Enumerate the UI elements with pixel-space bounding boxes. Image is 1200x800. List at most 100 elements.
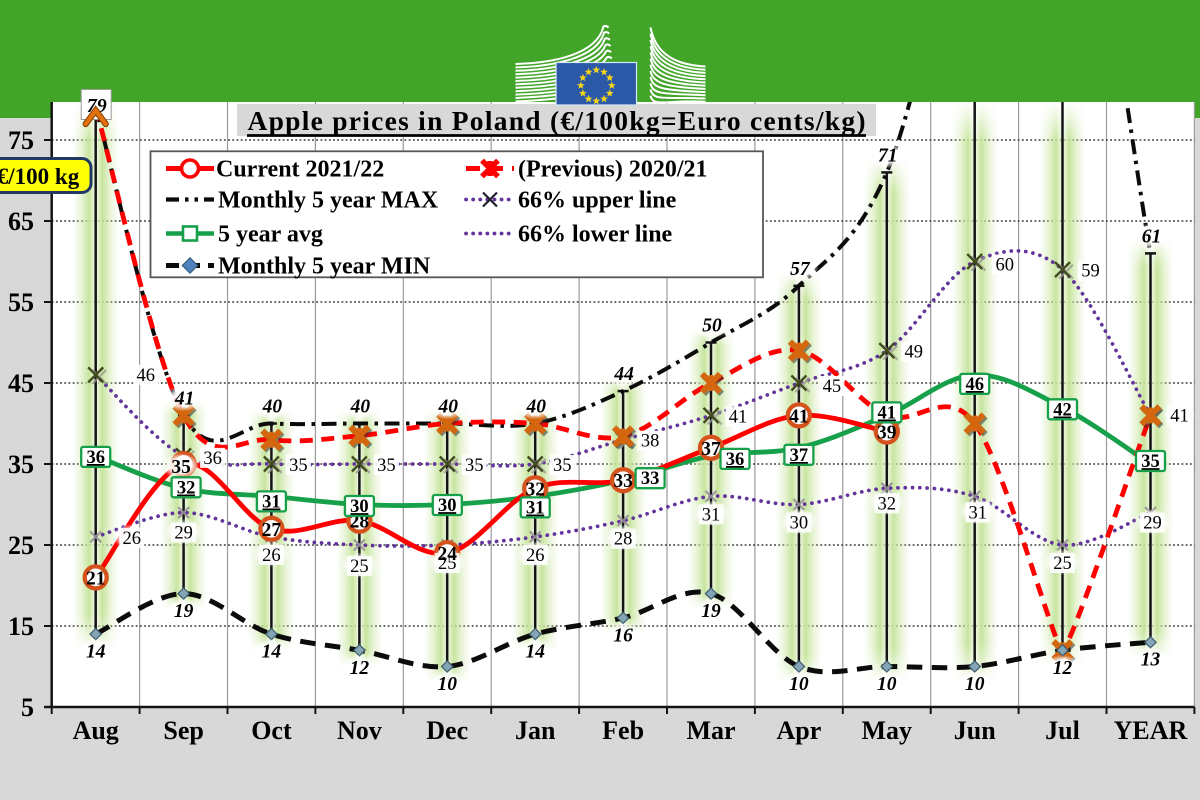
svg-text:Mar: Mar	[686, 716, 735, 745]
svg-text:25: 25	[438, 554, 457, 574]
svg-text:14: 14	[525, 642, 545, 663]
svg-text:10: 10	[789, 674, 809, 695]
svg-text:32: 32	[878, 494, 897, 514]
svg-text:5: 5	[21, 693, 34, 722]
svg-text:Monthly 5 year MIN: Monthly 5 year MIN	[218, 254, 431, 280]
svg-text:46: 46	[965, 375, 984, 395]
svg-text:14: 14	[262, 642, 282, 663]
svg-text:41: 41	[729, 407, 748, 427]
svg-text:Sep: Sep	[163, 716, 203, 745]
svg-text:5 year avg: 5 year avg	[218, 222, 323, 248]
svg-text:Jan: Jan	[515, 716, 556, 745]
svg-text:59: 59	[1081, 262, 1100, 282]
svg-text:30: 30	[350, 497, 369, 517]
svg-text:YEAR: YEAR	[1114, 716, 1188, 745]
svg-text:25: 25	[8, 531, 34, 560]
svg-text:10: 10	[877, 674, 897, 695]
svg-text:29: 29	[174, 524, 193, 544]
svg-text:35: 35	[1141, 452, 1160, 472]
svg-text:12: 12	[1053, 658, 1073, 679]
svg-text:49: 49	[905, 343, 924, 363]
svg-text:Feb: Feb	[602, 716, 644, 745]
svg-text:31: 31	[526, 498, 545, 518]
svg-text:41: 41	[878, 403, 897, 423]
svg-text:31: 31	[968, 503, 987, 523]
svg-text:39: 39	[877, 423, 897, 444]
svg-text:Current 2021/22: Current 2021/22	[216, 157, 384, 183]
svg-text:66% upper line: 66% upper line	[518, 188, 677, 214]
svg-text:31: 31	[702, 505, 721, 525]
svg-text:75: 75	[8, 126, 34, 155]
svg-text:19: 19	[174, 601, 194, 622]
svg-text:26: 26	[262, 546, 281, 566]
svg-text:32: 32	[177, 478, 196, 498]
svg-text:31: 31	[262, 492, 281, 512]
svg-text:35: 35	[553, 456, 572, 476]
svg-text:36: 36	[86, 448, 105, 468]
svg-text:Nov: Nov	[337, 716, 382, 745]
svg-text:Jul: Jul	[1045, 716, 1080, 745]
svg-text:30: 30	[790, 514, 809, 534]
svg-text:35: 35	[465, 456, 484, 476]
svg-text:41: 41	[174, 388, 195, 409]
svg-text:14: 14	[86, 642, 106, 663]
svg-text:24: 24	[437, 544, 457, 565]
svg-text:41: 41	[789, 406, 809, 427]
svg-text:27: 27	[262, 520, 282, 541]
svg-text:36: 36	[203, 449, 222, 469]
svg-text:40: 40	[350, 397, 371, 418]
svg-text:61: 61	[1142, 226, 1162, 247]
svg-text:25: 25	[1053, 554, 1072, 574]
svg-text:60: 60	[995, 256, 1014, 276]
svg-text:(Previous) 2020/21: (Previous) 2020/21	[518, 157, 708, 183]
svg-text:35: 35	[377, 456, 396, 476]
svg-text:71: 71	[878, 145, 898, 166]
svg-text:46: 46	[136, 366, 155, 386]
svg-text:15: 15	[8, 612, 34, 641]
svg-text:30: 30	[438, 496, 457, 516]
svg-text:10: 10	[437, 674, 457, 695]
svg-text:57: 57	[790, 259, 811, 280]
svg-text:37: 37	[701, 439, 721, 460]
svg-text:21: 21	[86, 568, 106, 589]
svg-text:Jun: Jun	[954, 716, 996, 745]
svg-text:26: 26	[122, 529, 141, 549]
svg-text:33: 33	[641, 469, 660, 489]
svg-text:35: 35	[171, 457, 191, 478]
svg-text:45: 45	[823, 377, 842, 397]
svg-text:Apr: Apr	[777, 716, 822, 745]
svg-text:40: 40	[437, 397, 458, 418]
svg-text:Monthly 5 year MAX: Monthly 5 year MAX	[218, 188, 439, 214]
svg-text:12: 12	[350, 658, 370, 679]
svg-text:35: 35	[289, 456, 308, 476]
svg-text:26: 26	[526, 546, 545, 566]
svg-text:10: 10	[965, 674, 985, 695]
svg-text:44: 44	[613, 364, 634, 385]
svg-text:€/100 kg: €/100 kg	[0, 164, 80, 189]
svg-text:36: 36	[726, 450, 745, 470]
svg-text:13: 13	[1141, 650, 1161, 671]
svg-text:66% lower line: 66% lower line	[518, 222, 673, 248]
svg-text:45: 45	[8, 369, 34, 398]
svg-text:37: 37	[790, 446, 809, 466]
svg-text:41: 41	[1170, 406, 1189, 426]
svg-text:Apple prices in Poland (€/100k: Apple prices in Poland (€/100kg=Euro cen…	[248, 105, 866, 136]
svg-text:19: 19	[701, 601, 721, 622]
svg-text:42: 42	[1053, 400, 1072, 420]
svg-text:32: 32	[525, 479, 545, 500]
svg-text:38: 38	[641, 432, 660, 452]
svg-text:25: 25	[350, 557, 369, 577]
svg-text:Aug: Aug	[73, 716, 119, 745]
svg-text:33: 33	[613, 471, 633, 492]
svg-text:Oct: Oct	[251, 716, 292, 745]
svg-text:50: 50	[702, 316, 722, 337]
svg-text:55: 55	[8, 288, 34, 317]
svg-text:29: 29	[1143, 514, 1162, 534]
svg-text:28: 28	[614, 530, 633, 550]
svg-text:65: 65	[8, 207, 34, 236]
svg-text:16: 16	[613, 625, 633, 646]
svg-text:40: 40	[525, 397, 546, 418]
svg-text:40: 40	[262, 397, 283, 418]
svg-text:Dec: Dec	[426, 716, 468, 745]
svg-text:May: May	[862, 716, 913, 745]
